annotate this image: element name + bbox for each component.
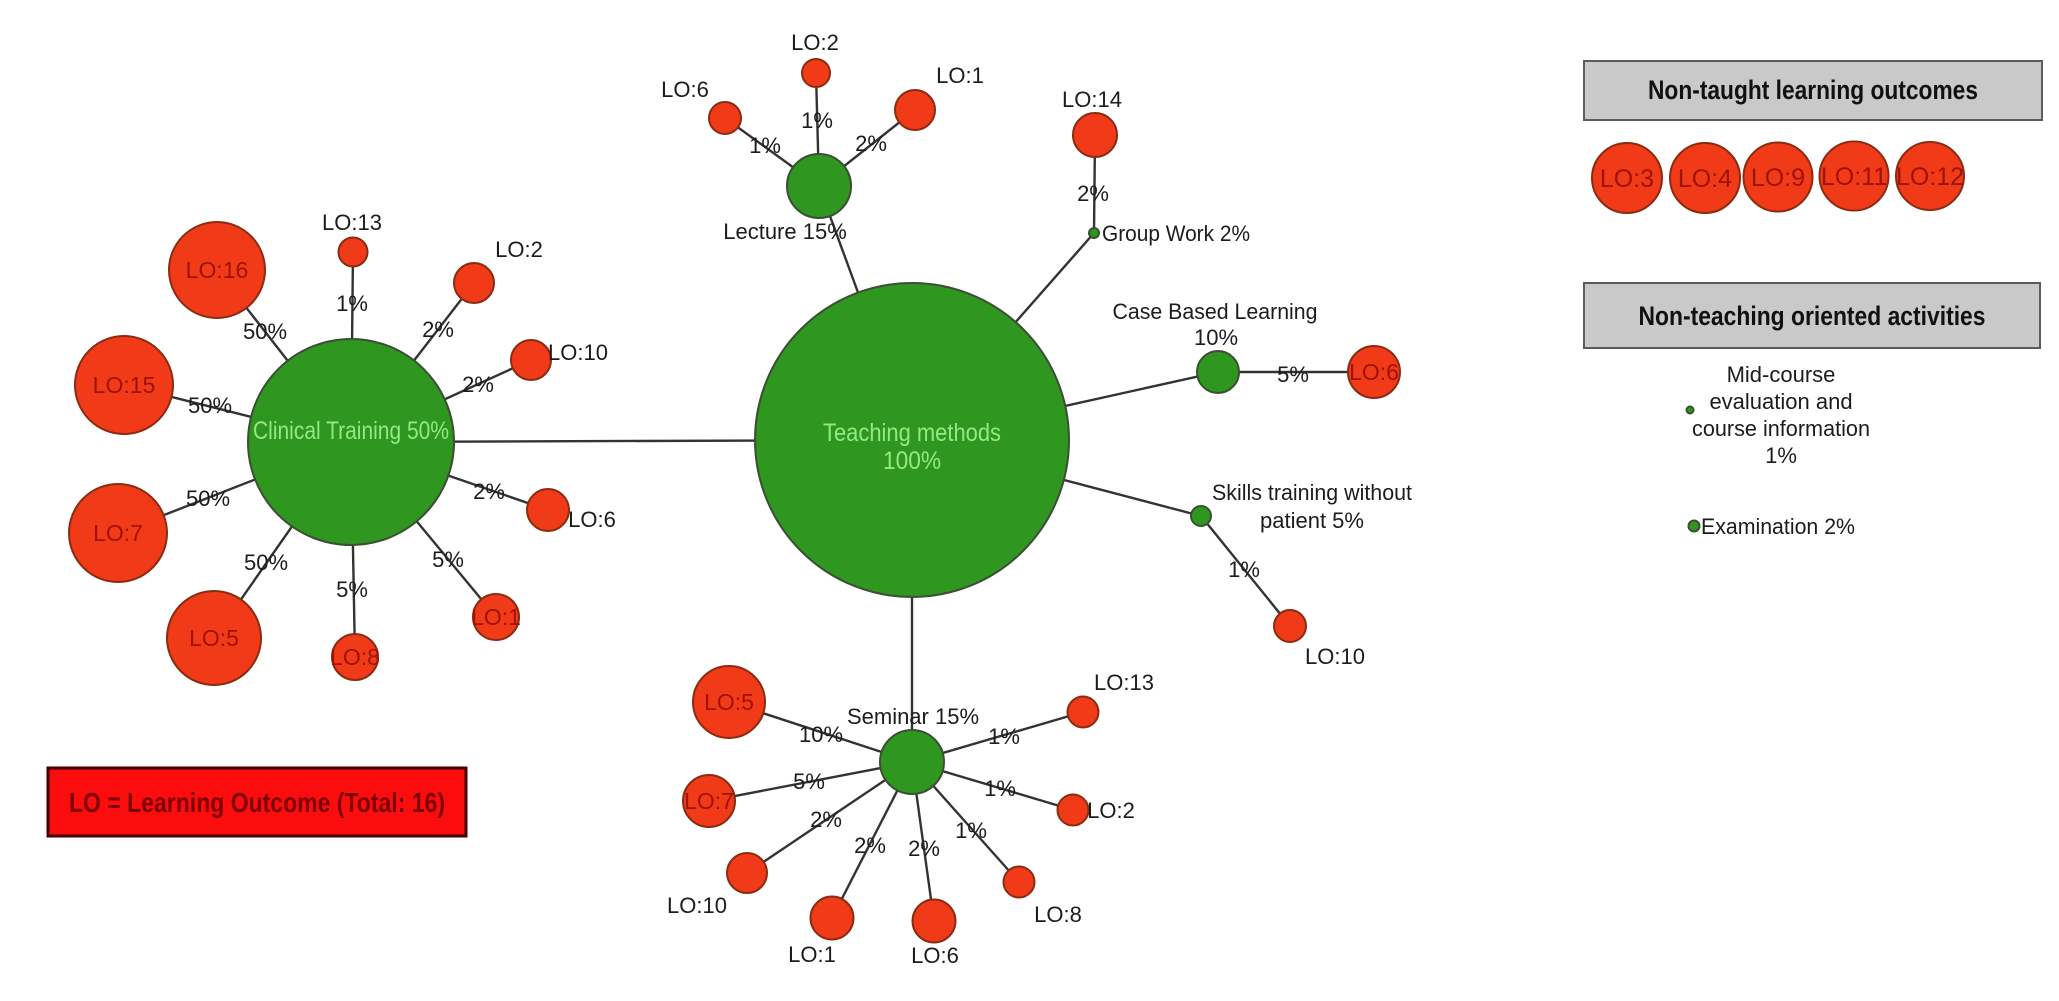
svg-text:LO:8: LO:8: [330, 644, 380, 670]
svg-text:1%: 1%: [984, 776, 1016, 801]
svg-text:5%: 5%: [793, 769, 825, 794]
svg-text:LO:3: LO:3: [1600, 165, 1654, 193]
svg-text:Examination 2%: Examination 2%: [1701, 514, 1855, 539]
svg-text:2%: 2%: [1077, 181, 1109, 206]
svg-text:LO:8: LO:8: [1034, 902, 1082, 927]
svg-text:5%: 5%: [1277, 362, 1309, 387]
svg-text:LO:16: LO:16: [186, 257, 249, 283]
svg-text:LO:13: LO:13: [322, 210, 382, 235]
svg-text:LO:1: LO:1: [471, 604, 521, 630]
svg-text:2%: 2%: [810, 807, 842, 832]
svg-text:Case Based Learning: Case Based Learning: [1113, 299, 1318, 324]
svg-text:LO:5: LO:5: [704, 689, 754, 715]
svg-text:LO:15: LO:15: [93, 372, 156, 398]
svg-text:Non-taught learning outcomes: Non-taught learning outcomes: [1648, 75, 1978, 105]
svg-text:LO:2: LO:2: [1087, 798, 1135, 823]
svg-text:Lecture 15%: Lecture 15%: [723, 219, 847, 244]
svg-text:5%: 5%: [336, 577, 368, 602]
svg-text:LO:10: LO:10: [548, 340, 608, 365]
svg-text:50%: 50%: [243, 319, 287, 344]
svg-text:LO:6: LO:6: [1349, 359, 1399, 385]
svg-text:LO:2: LO:2: [791, 30, 839, 55]
svg-text:LO:5: LO:5: [189, 625, 239, 651]
svg-text:patient 5%: patient 5%: [1260, 508, 1364, 533]
svg-text:1%: 1%: [336, 291, 368, 316]
svg-text:Mid-course: Mid-course: [1727, 362, 1836, 387]
svg-text:1%: 1%: [749, 133, 781, 158]
svg-text:LO:6: LO:6: [911, 943, 959, 968]
svg-text:LO:7: LO:7: [684, 788, 734, 814]
svg-text:Seminar 15%: Seminar 15%: [847, 704, 979, 729]
svg-text:LO = Learning Outcome (Total:: LO = Learning Outcome (Total: 16): [69, 787, 445, 818]
svg-text:2%: 2%: [908, 836, 940, 861]
svg-text:2%: 2%: [855, 131, 887, 156]
svg-text:1%: 1%: [1765, 443, 1797, 468]
svg-text:1%: 1%: [988, 724, 1020, 749]
svg-text:10%: 10%: [1194, 325, 1238, 350]
svg-text:5%: 5%: [432, 547, 464, 572]
svg-text:LO:1: LO:1: [936, 63, 984, 88]
svg-text:50%: 50%: [188, 393, 232, 418]
svg-text:2%: 2%: [462, 372, 494, 397]
svg-text:LO:7: LO:7: [93, 520, 143, 546]
svg-text:LO:13: LO:13: [1094, 670, 1154, 695]
svg-text:100%: 100%: [883, 447, 941, 475]
svg-text:course information: course information: [1692, 416, 1870, 441]
svg-text:LO:9: LO:9: [1751, 164, 1805, 192]
svg-text:1%: 1%: [801, 108, 833, 133]
svg-text:2%: 2%: [473, 479, 505, 504]
svg-text:LO:6: LO:6: [661, 77, 709, 102]
svg-text:Clinical Training 50%: Clinical Training 50%: [253, 417, 449, 445]
svg-text:50%: 50%: [186, 486, 230, 511]
svg-text:LO:6: LO:6: [568, 507, 616, 532]
svg-text:LO:1: LO:1: [788, 942, 836, 967]
svg-text:LO:12: LO:12: [1896, 163, 1964, 191]
svg-text:LO:10: LO:10: [667, 893, 727, 918]
svg-text:10%: 10%: [799, 722, 843, 747]
svg-text:2%: 2%: [422, 317, 454, 342]
svg-text:Non-teaching oriented activiti: Non-teaching oriented activities: [1639, 301, 1986, 331]
svg-text:Group Work 2%: Group Work 2%: [1102, 221, 1250, 246]
svg-text:LO:14: LO:14: [1062, 87, 1122, 112]
svg-text:LO:10: LO:10: [1305, 644, 1365, 669]
svg-text:LO:2: LO:2: [495, 237, 543, 262]
svg-text:Skills training without: Skills training without: [1212, 480, 1412, 505]
svg-text:evaluation and: evaluation and: [1709, 389, 1852, 414]
svg-text:LO:11: LO:11: [1821, 163, 1887, 191]
svg-text:LO:4: LO:4: [1678, 165, 1732, 193]
svg-text:Teaching methods: Teaching methods: [823, 419, 1001, 447]
svg-text:1%: 1%: [1228, 557, 1260, 582]
svg-text:1%: 1%: [955, 818, 987, 843]
svg-text:50%: 50%: [244, 550, 288, 575]
svg-text:2%: 2%: [854, 833, 886, 858]
